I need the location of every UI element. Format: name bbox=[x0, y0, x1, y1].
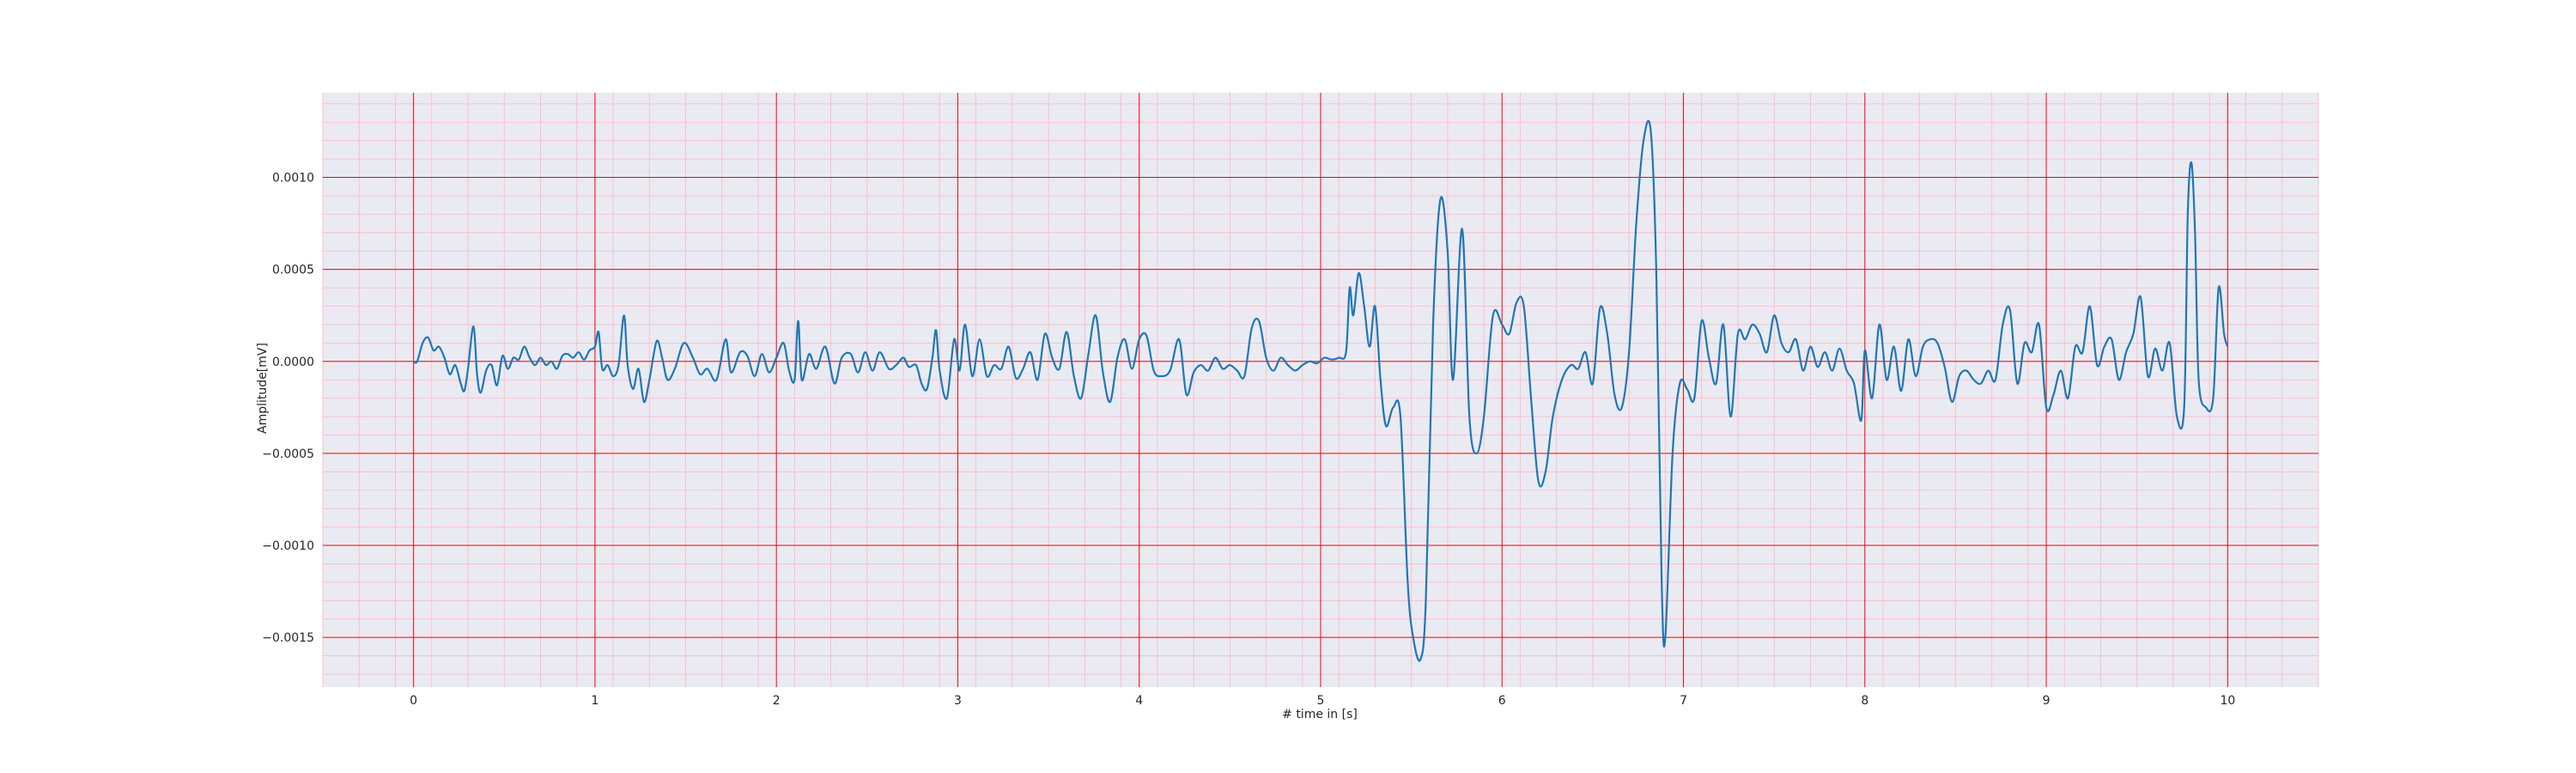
x-tick-label: 3 bbox=[954, 694, 962, 708]
y-tick-label: 0.0000 bbox=[272, 356, 314, 369]
y-tick-labels: −0.0015 −0.0010 −0.0005 0.0000 0.0005 0.0010 bbox=[262, 172, 314, 646]
x-tick-label: 8 bbox=[1861, 694, 1868, 708]
x-tick-label: 4 bbox=[1135, 694, 1143, 708]
x-tick-label: 6 bbox=[1498, 694, 1506, 708]
signal-series-line bbox=[413, 119, 2229, 662]
x-tick-label: 9 bbox=[2043, 694, 2050, 708]
y-tick-label: −0.0015 bbox=[262, 631, 314, 645]
major-grid bbox=[323, 93, 2318, 687]
x-tick-label: 1 bbox=[591, 694, 598, 708]
y-tick-label: −0.0005 bbox=[262, 447, 314, 461]
x-tick-labels: 0 1 2 3 4 5 6 7 8 9 10 bbox=[410, 694, 2235, 708]
x-tick-label: 0 bbox=[410, 694, 417, 708]
y-tick-label: 0.0005 bbox=[272, 264, 314, 277]
x-tick-label: 2 bbox=[773, 694, 781, 708]
x-tick-label: 5 bbox=[1317, 694, 1325, 708]
x-tick-label: 7 bbox=[1680, 694, 1687, 708]
x-axis-label: # time in [s] bbox=[1282, 708, 1358, 721]
y-tick-label: −0.0010 bbox=[262, 539, 314, 553]
x-tick-label: 10 bbox=[2220, 694, 2235, 708]
y-axis-label: Amplitude[mV] bbox=[256, 343, 270, 434]
y-tick-label: 0.0010 bbox=[272, 172, 314, 186]
